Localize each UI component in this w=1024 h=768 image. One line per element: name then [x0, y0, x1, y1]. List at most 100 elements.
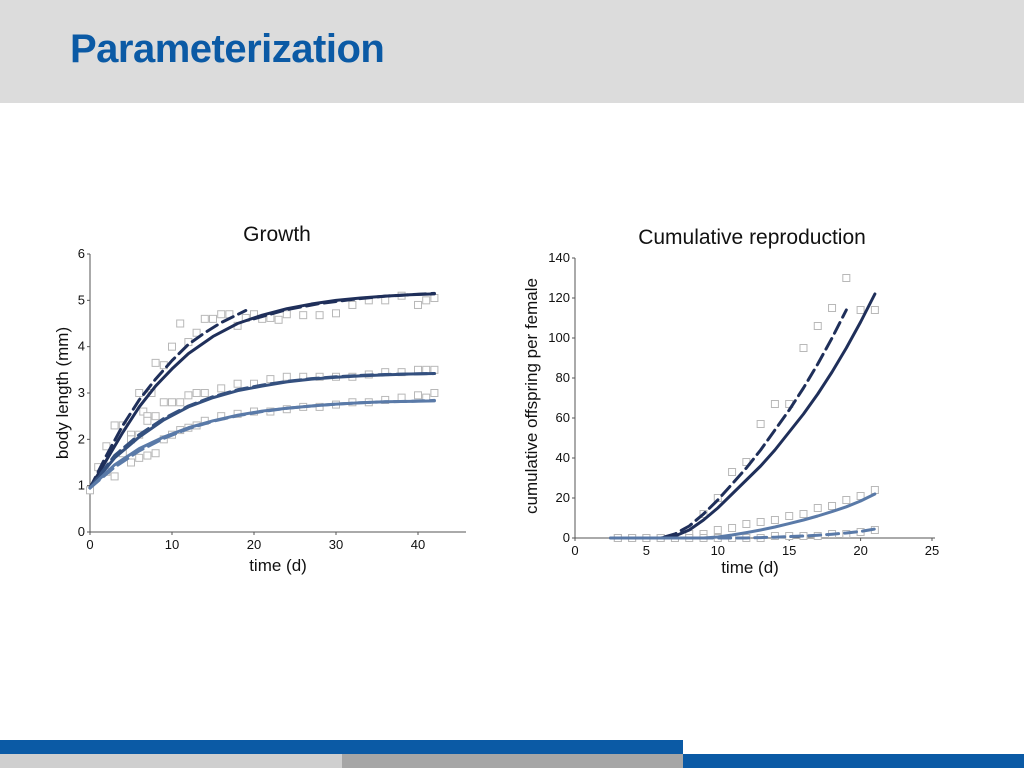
growth-observation-marker: [315, 311, 324, 320]
reproduction-x-tick-label: 15: [782, 543, 796, 558]
growth-observation-marker: [135, 389, 144, 397]
growth-observation-marker: [282, 372, 291, 381]
growth-y-tick-label: 3: [78, 385, 85, 400]
growth-y-tick-label: 5: [78, 292, 85, 307]
reproduction-series-line: [609, 308, 848, 540]
reproduction-observation-marker: [742, 520, 751, 528]
growth-observation-marker: [217, 310, 226, 319]
reproduction-y-tick-label: 120: [548, 290, 570, 305]
growth-observation-marker: [168, 398, 176, 407]
reproduction-y-tick-label: 0: [563, 530, 570, 545]
growth-y-tick-label: 0: [78, 524, 85, 539]
reproduction-observation-marker: [799, 344, 808, 352]
growth-observation-marker: [233, 379, 242, 388]
reproduction-observation-marker: [842, 274, 851, 282]
growth-observation-marker: [414, 300, 422, 309]
reproduction-observation-marker: [756, 518, 765, 526]
growth-series-line: [88, 372, 436, 490]
reproduction-y-tick-label: 80: [556, 370, 570, 385]
growth-observation-marker: [430, 294, 439, 303]
growth-observation-marker: [143, 451, 152, 460]
growth-series-line: [252, 291, 436, 321]
reproduction-x-tick-label: 0: [571, 543, 578, 558]
reproduction-y-tick-label: 100: [548, 330, 570, 345]
growth-observation-marker: [176, 319, 185, 328]
growth-observation-marker: [168, 342, 176, 351]
growth-observation-marker: [282, 310, 291, 319]
growth-chart-title: Growth: [243, 223, 311, 246]
reproduction-y-tick-label: 20: [556, 490, 570, 505]
growth-observation-marker: [209, 314, 217, 323]
reproduction-series-line: [609, 527, 877, 540]
reproduction-observation-marker: [813, 504, 822, 512]
growth-observation-marker: [151, 449, 160, 458]
growth-observation-marker: [192, 389, 201, 397]
growth-y-axis-label: body length (mm): [53, 327, 72, 459]
growth-observation-marker: [414, 365, 422, 374]
growth-x-tick-label: 40: [411, 537, 425, 552]
growth-observation-marker: [430, 389, 439, 397]
reproduction-observation-marker: [813, 322, 822, 330]
reproduction-y-axis-label: cumulative offspring per female: [522, 278, 541, 514]
growth-observation-marker: [332, 309, 340, 318]
reproduction-observation-marker: [799, 510, 808, 518]
growth-y-tick-label: 4: [78, 339, 85, 354]
growth-observation-marker: [381, 395, 390, 404]
growth-observation-marker: [192, 328, 201, 337]
reproduction-observation-marker: [828, 502, 837, 510]
reproduction-observation-marker: [770, 516, 779, 524]
growth-observation-marker: [143, 416, 152, 425]
reproduction-observation-marker: [828, 304, 837, 312]
growth-observation-marker: [414, 391, 422, 400]
growth-observation-marker: [151, 358, 160, 367]
reproduction-x-tick-label: 10: [711, 543, 725, 558]
growth-observation-marker: [184, 391, 193, 400]
footer-bar-light-gray: [0, 754, 342, 768]
growth-observation-marker: [266, 313, 275, 322]
growth-observation-marker: [217, 384, 226, 393]
reproduction-observation-marker: [728, 468, 737, 476]
growth-chart: Growth time (d) body length (mm) 0 1 2 3 4 5 6…: [53, 223, 466, 575]
reproduction-x-tick-label: 25: [925, 543, 939, 558]
growth-series-line: [88, 398, 436, 490]
growth-observation-marker: [110, 421, 119, 430]
footer-bar-gray: [342, 754, 683, 768]
growth-observation-marker: [110, 472, 119, 481]
growth-observation-marker: [266, 375, 275, 384]
growth-observation-marker: [274, 315, 283, 324]
reproduction-y-tick-label: 140: [548, 250, 570, 265]
growth-y-tick-label: 1: [78, 478, 85, 493]
growth-observation-marker: [159, 398, 168, 407]
growth-observation-marker: [200, 314, 209, 323]
reproduction-observation-marker: [842, 496, 851, 504]
growth-observation-marker: [200, 389, 209, 397]
growth-observation-marker: [299, 311, 308, 320]
reproduction-x-axis-label: time (d): [721, 558, 779, 577]
reproduction-chart: Cumulative reproduction time (d) cumulat…: [522, 226, 939, 577]
growth-x-tick-label: 0: [86, 537, 93, 552]
growth-y-tick-label: 6: [78, 246, 85, 261]
growth-observation-marker: [139, 407, 148, 416]
reproduction-y-tick-label: 60: [556, 410, 570, 425]
reproduction-observation-marker: [856, 306, 865, 314]
reproduction-observation-marker: [728, 524, 737, 532]
footer-bar-blue: [0, 740, 683, 754]
reproduction-observation-marker: [713, 526, 722, 534]
growth-x-axis-label: time (d): [249, 556, 307, 575]
reproduction-x-tick-label: 20: [853, 543, 867, 558]
growth-observation-marker: [127, 458, 135, 467]
growth-x-tick-label: 10: [165, 537, 179, 552]
growth-observation-marker: [151, 412, 160, 421]
growth-series-line: [88, 309, 248, 490]
reproduction-y-tick-label: 40: [556, 450, 570, 465]
growth-x-tick-label: 30: [329, 537, 343, 552]
growth-plot-area: 0 1 2 3 4 5 6 0 10 20 30 40: [78, 246, 439, 552]
reproduction-observation-marker: [770, 400, 779, 408]
reproduction-observation-marker: [870, 306, 879, 314]
reproduction-observation-marker: [785, 512, 794, 520]
reproduction-chart-title: Cumulative reproduction: [638, 226, 866, 249]
growth-observation-marker: [422, 296, 431, 305]
slide-title: Parameterization: [70, 27, 385, 71]
growth-observation-marker: [348, 300, 357, 309]
reproduction-observation-marker: [870, 486, 879, 494]
